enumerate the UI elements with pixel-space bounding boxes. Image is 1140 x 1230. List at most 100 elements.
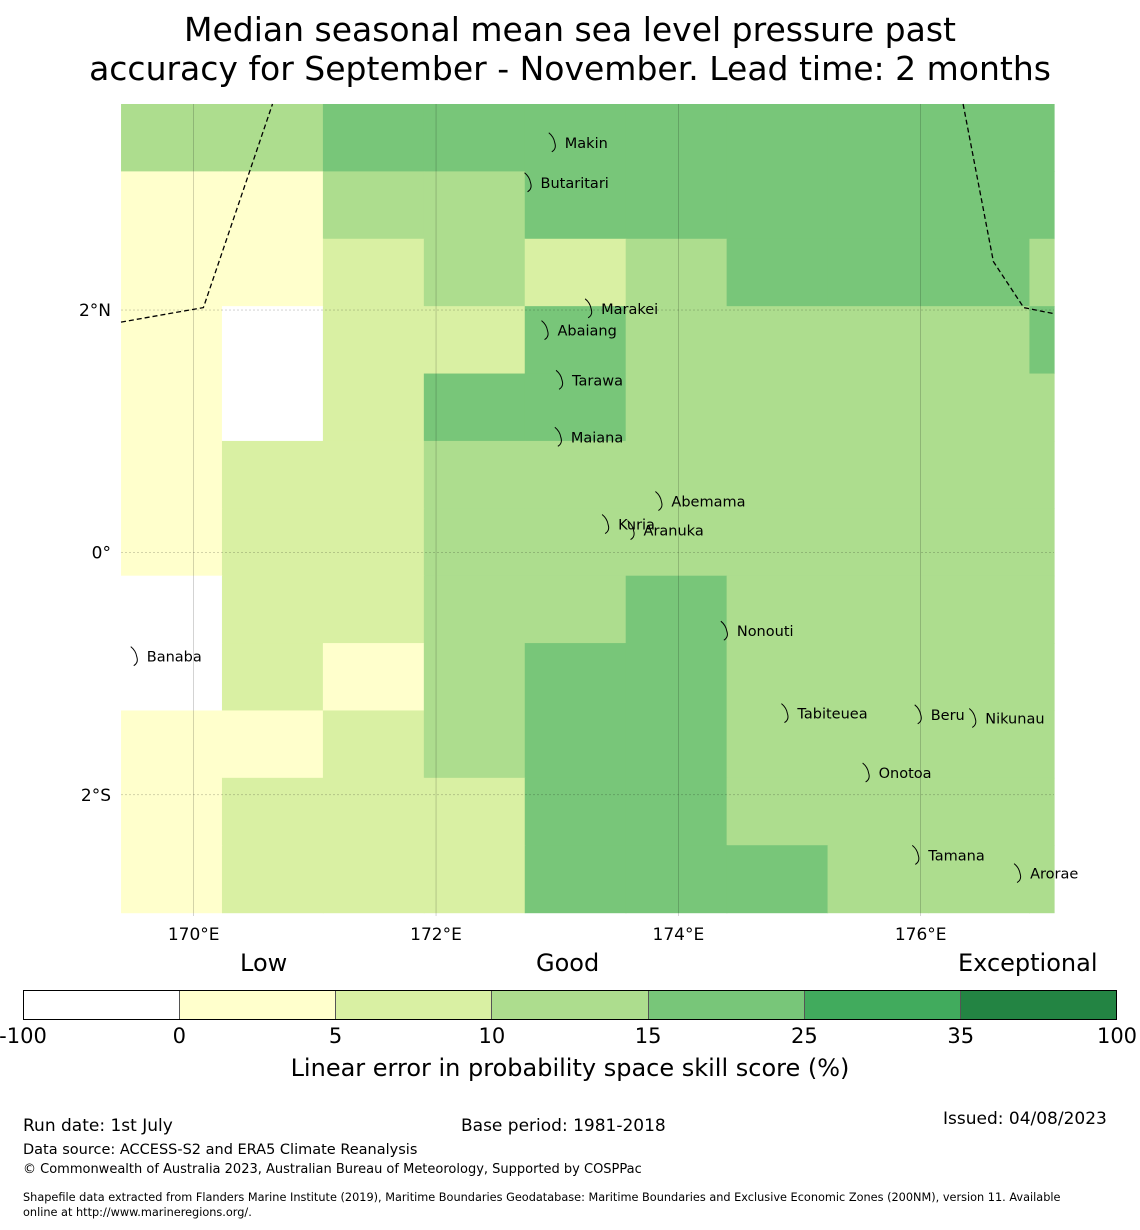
grid-cell xyxy=(625,845,728,914)
grid-cell xyxy=(827,306,930,375)
grid-cell xyxy=(423,710,526,779)
colorbar-segment xyxy=(24,991,181,1019)
colorbar-tick-label: 10 xyxy=(478,1024,506,1048)
grid-cell xyxy=(928,643,1031,712)
grid-cell xyxy=(928,171,1031,240)
grid-cell xyxy=(928,710,1031,779)
island-label-onotoa: Onotoa xyxy=(879,766,932,782)
island-label-nikunau: Nikunau xyxy=(985,711,1044,727)
grid-cell xyxy=(121,777,223,846)
latitude-label: 2°N xyxy=(79,301,111,321)
island-outline-tamana xyxy=(911,845,920,865)
island-outline-nonouti xyxy=(720,620,728,641)
grid-cell xyxy=(625,643,728,712)
grid-cell xyxy=(625,171,728,240)
grid-cell xyxy=(726,306,829,375)
grid-cell xyxy=(121,238,223,307)
island-outline-banaba xyxy=(130,646,138,667)
grid-cell xyxy=(726,440,829,509)
island-outline-marakei xyxy=(584,298,593,319)
grid-cell xyxy=(423,643,526,712)
grid-cell xyxy=(1029,104,1055,172)
colorbar-tick-label: 0 xyxy=(172,1024,186,1048)
grid-cell xyxy=(121,104,223,172)
island-label-abemama: Abemama xyxy=(671,495,745,511)
island-label-nonouti: Nonouti xyxy=(737,624,794,640)
grid-cell xyxy=(121,440,223,509)
latitude-label: 2°S xyxy=(81,786,111,806)
grid-cell xyxy=(322,104,425,172)
grid-cell xyxy=(726,710,829,779)
grid-cell xyxy=(423,238,526,307)
colorbar-segment xyxy=(960,991,1116,1019)
grid-cell xyxy=(524,238,627,307)
grid-cell xyxy=(827,845,930,914)
title-line-1: Median seasonal mean sea level pressure … xyxy=(184,10,956,49)
grid-cell xyxy=(322,306,425,375)
grid-cell xyxy=(423,306,526,375)
legend-category-low: Low xyxy=(240,949,288,977)
grid-cell xyxy=(121,306,223,375)
island-label-kuria: Kuria xyxy=(618,518,655,534)
grid-cell xyxy=(625,710,728,779)
legend-category-good: Good xyxy=(536,949,600,977)
colorbar-tick-label: -100 xyxy=(0,1024,47,1048)
grid-cell xyxy=(322,440,425,509)
island-label-banaba: Banaba xyxy=(147,650,202,666)
grid-cell xyxy=(221,710,324,779)
colorbar xyxy=(23,990,1117,1020)
grid-cell xyxy=(524,575,627,644)
grid-cell xyxy=(827,777,930,846)
grid-cell xyxy=(928,440,1031,509)
latitude-label: 0° xyxy=(92,543,111,563)
grid-cell xyxy=(423,845,526,914)
island-outline-tarawa xyxy=(555,369,564,390)
colorbar-segment xyxy=(336,991,493,1019)
grid-cell xyxy=(928,238,1031,307)
grid-cell xyxy=(827,440,930,509)
island-outline-tabiteuea xyxy=(781,703,789,724)
grid-cell xyxy=(1029,643,1055,712)
run-date: Run date: 1st July xyxy=(23,1116,173,1136)
island-label-butaritari: Butaritari xyxy=(541,176,609,192)
grid-cell xyxy=(322,508,425,577)
island-label-makin: Makin xyxy=(565,136,608,152)
grid-cell xyxy=(121,575,223,644)
skill-map: Makin Butaritari Marakei Abaiang Tarawa Maian… xyxy=(79,103,1078,945)
grid-cell xyxy=(625,508,728,577)
grid-cell xyxy=(524,171,627,240)
grid-cell xyxy=(221,777,324,846)
island-outline-arorae xyxy=(1013,863,1022,884)
island-label-abaiang: Abaiang xyxy=(558,324,617,340)
island-outline-beru xyxy=(914,704,922,725)
grid-cell xyxy=(423,104,526,172)
grid-cell xyxy=(827,373,930,442)
grid-cell xyxy=(827,710,930,779)
island-outline-kuria xyxy=(601,514,610,534)
island-label-marakei: Marakei xyxy=(601,302,658,318)
grid-cell xyxy=(726,171,829,240)
grid-cell xyxy=(827,104,930,172)
title-line-2: accuracy for September - November. Lead … xyxy=(89,49,1051,88)
longitude-label: 174°E xyxy=(653,925,705,945)
chart-title: Median seasonal mean sea level pressure … xyxy=(0,10,1140,88)
grid-cell xyxy=(1029,845,1055,914)
grid-cell xyxy=(121,171,223,240)
grid-cell xyxy=(524,845,627,914)
grid-cell xyxy=(524,643,627,712)
grid-cell xyxy=(221,306,324,375)
grid-cell xyxy=(322,575,425,644)
grid-cell xyxy=(524,777,627,846)
grid-cell xyxy=(928,508,1031,577)
colorbar-tick-label: 100 xyxy=(1096,1024,1138,1048)
longitude-label: 170°E xyxy=(168,925,220,945)
grid-cell xyxy=(726,373,829,442)
colorbar-segment xyxy=(492,991,649,1019)
colorbar-segment xyxy=(804,991,961,1019)
island-outline-abaiang xyxy=(541,320,549,341)
grid-cell xyxy=(827,643,930,712)
grid-cell xyxy=(726,575,829,644)
grid-cell xyxy=(928,373,1031,442)
colorbar-segment xyxy=(180,991,337,1019)
grid-cell xyxy=(928,306,1031,375)
